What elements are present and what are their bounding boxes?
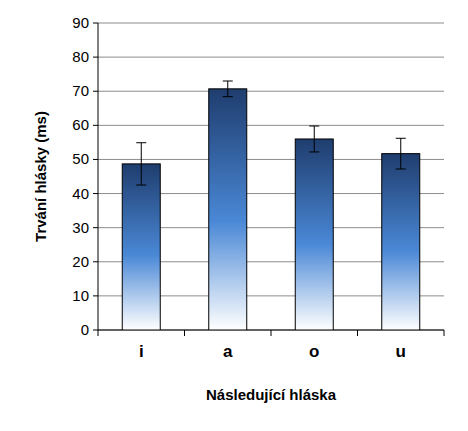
y-tick-label: 40 [72,185,89,202]
grid-line [98,125,444,126]
grid-line [98,57,444,58]
y-tick [93,23,98,24]
bar [122,164,160,330]
y-tick [93,227,98,228]
error-cap [396,168,406,169]
y-tick [93,330,98,331]
y-tick [93,125,98,126]
y-tick-label: 0 [81,321,89,338]
y-tick [93,91,98,92]
error-bar [309,126,319,152]
x-tick [98,330,99,336]
error-stem [227,81,228,97]
error-cap [136,185,146,186]
error-stem [400,138,401,169]
x-tick [444,330,445,336]
error-bar [396,138,406,169]
bar [209,89,247,330]
x-tick-label: u [396,342,406,361]
error-cap [309,126,319,127]
error-bar [223,81,233,97]
y-axis-title: Trvání hlásky (ms) [32,111,49,242]
error-stem [314,126,315,152]
error-cap [223,96,233,97]
x-tick [184,330,185,336]
error-cap [309,151,319,152]
error-stem [141,143,142,185]
x-tick-label: a [223,342,233,361]
y-tick [93,57,98,58]
x-axis-title: Následující hláska [206,386,337,403]
y-tick-label: 10 [72,287,89,304]
y-tick [93,261,98,262]
x-tick-label: i [139,342,144,361]
error-cap [136,142,146,143]
y-tick-label: 70 [72,82,89,99]
grid-line [98,91,444,92]
bars [122,81,420,330]
y-tick-label: 90 [72,14,89,31]
y-tick [93,159,98,160]
bar [382,154,420,330]
y-tick-label: 80 [72,48,89,65]
y-tick [93,193,98,194]
error-bar [136,143,146,185]
x-tick-label: o [309,342,319,361]
chart-svg: 0 10 20 30 40 50 60 70 80 90 i a o u Následující hlásk… [0,0,468,431]
y-tick [93,295,98,296]
y-tick-label: 20 [72,253,89,270]
y-tick-label: 30 [72,219,89,236]
y-axis [98,23,99,330]
x-tick [271,330,272,336]
bar [295,139,333,330]
chart-container: 0 10 20 30 40 50 60 70 80 90 i a o u Následující hlásk… [0,0,468,431]
error-cap [396,138,406,139]
grid-line [98,23,444,24]
error-cap [223,80,233,81]
y-tick-label: 50 [72,150,89,167]
y-tick-label: 60 [72,116,89,133]
x-tick [357,330,358,336]
